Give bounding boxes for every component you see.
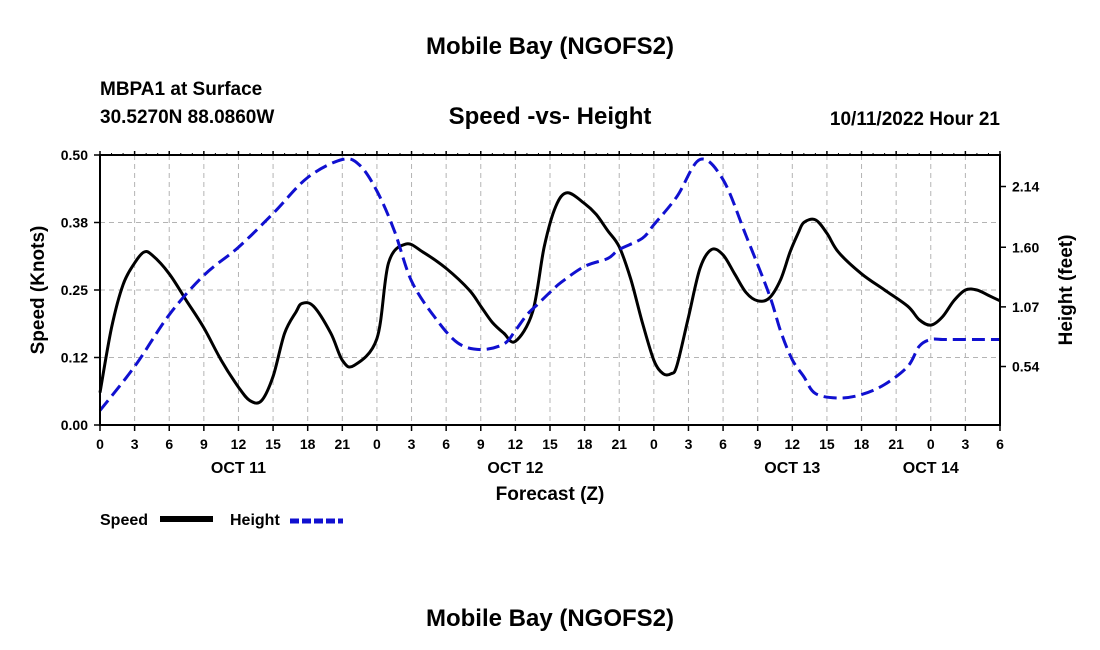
x-tick-label: 12 <box>231 436 247 452</box>
x-tick-label: 3 <box>408 436 416 452</box>
axis-ticks: 0 3 6 9 12 15 18 21 0 3 6 9 12 15 18 21 0 3 6 9 12 15 18 21 0 3 6 O… <box>61 147 1040 477</box>
y-left-tick-label: 0.00 <box>61 417 88 433</box>
legend-height-label: Height <box>230 512 280 529</box>
right-axis-title: Height (feet) <box>1056 235 1077 346</box>
x-tick-label: 9 <box>754 436 762 452</box>
x-tick-label: 0 <box>373 436 381 452</box>
x-date-label: OCT 14 <box>903 460 959 477</box>
left-axis-title: Speed (Knots) <box>28 226 49 355</box>
legend: Speed Height <box>100 512 343 529</box>
x-tick-label: 6 <box>442 436 450 452</box>
y-left-tick-label: 0.38 <box>61 215 88 231</box>
x-tick-label: 15 <box>265 436 281 452</box>
y-left-tick-label: 0.25 <box>61 282 88 298</box>
x-date-label: OCT 12 <box>487 460 543 477</box>
x-tick-label: 0 <box>96 436 104 452</box>
y-right-tick-label: 0.54 <box>1012 359 1039 375</box>
footer-title: Mobile Bay (NGOFS2) <box>426 605 674 632</box>
station-label: MBPA1 at Surface <box>100 79 262 100</box>
x-tick-label: 0 <box>650 436 658 452</box>
x-tick-label: 21 <box>611 436 627 452</box>
x-tick-label: 0 <box>927 436 935 452</box>
y-right-tick-label: 2.14 <box>1012 179 1039 195</box>
y-right-tick-label: 1.07 <box>1012 299 1039 315</box>
x-tick-label: 15 <box>542 436 558 452</box>
x-tick-label: 12 <box>508 436 524 452</box>
x-tick-label: 6 <box>165 436 173 452</box>
x-date-label: OCT 13 <box>764 460 820 477</box>
y-left-tick-label: 0.12 <box>61 350 88 366</box>
forecast-timestamp: 10/11/2022 Hour 21 <box>830 109 1000 130</box>
x-tick-label: 9 <box>477 436 485 452</box>
x-tick-label: 3 <box>131 436 139 452</box>
x-tick-label: 18 <box>300 436 316 452</box>
x-tick-label: 3 <box>685 436 693 452</box>
x-date-label: OCT 11 <box>211 460 266 477</box>
plot-title: Speed -vs- Height <box>449 103 652 130</box>
x-tick-label: 6 <box>719 436 727 452</box>
x-tick-label: 6 <box>996 436 1004 452</box>
x-tick-label: 15 <box>819 436 835 452</box>
legend-speed-label: Speed <box>100 512 148 529</box>
x-tick-label: 12 <box>785 436 801 452</box>
y-right-tick-label: 1.60 <box>1012 239 1039 255</box>
y-left-tick-label: 0.50 <box>61 147 88 163</box>
x-tick-label: 3 <box>961 436 969 452</box>
x-tick-label: 9 <box>200 436 208 452</box>
station-coords: 30.5270N 88.0860W <box>100 107 274 128</box>
x-tick-label: 18 <box>577 436 593 452</box>
page-title: Mobile Bay (NGOFS2) <box>426 33 674 60</box>
x-tick-label: 21 <box>335 436 351 452</box>
x-tick-label: 21 <box>888 436 904 452</box>
speed-series-line <box>98 191 1001 405</box>
x-tick-label: 18 <box>854 436 870 452</box>
height-series-line <box>98 157 1000 412</box>
x-axis-title: Forecast (Z) <box>496 484 605 505</box>
series-lines <box>98 157 1001 412</box>
